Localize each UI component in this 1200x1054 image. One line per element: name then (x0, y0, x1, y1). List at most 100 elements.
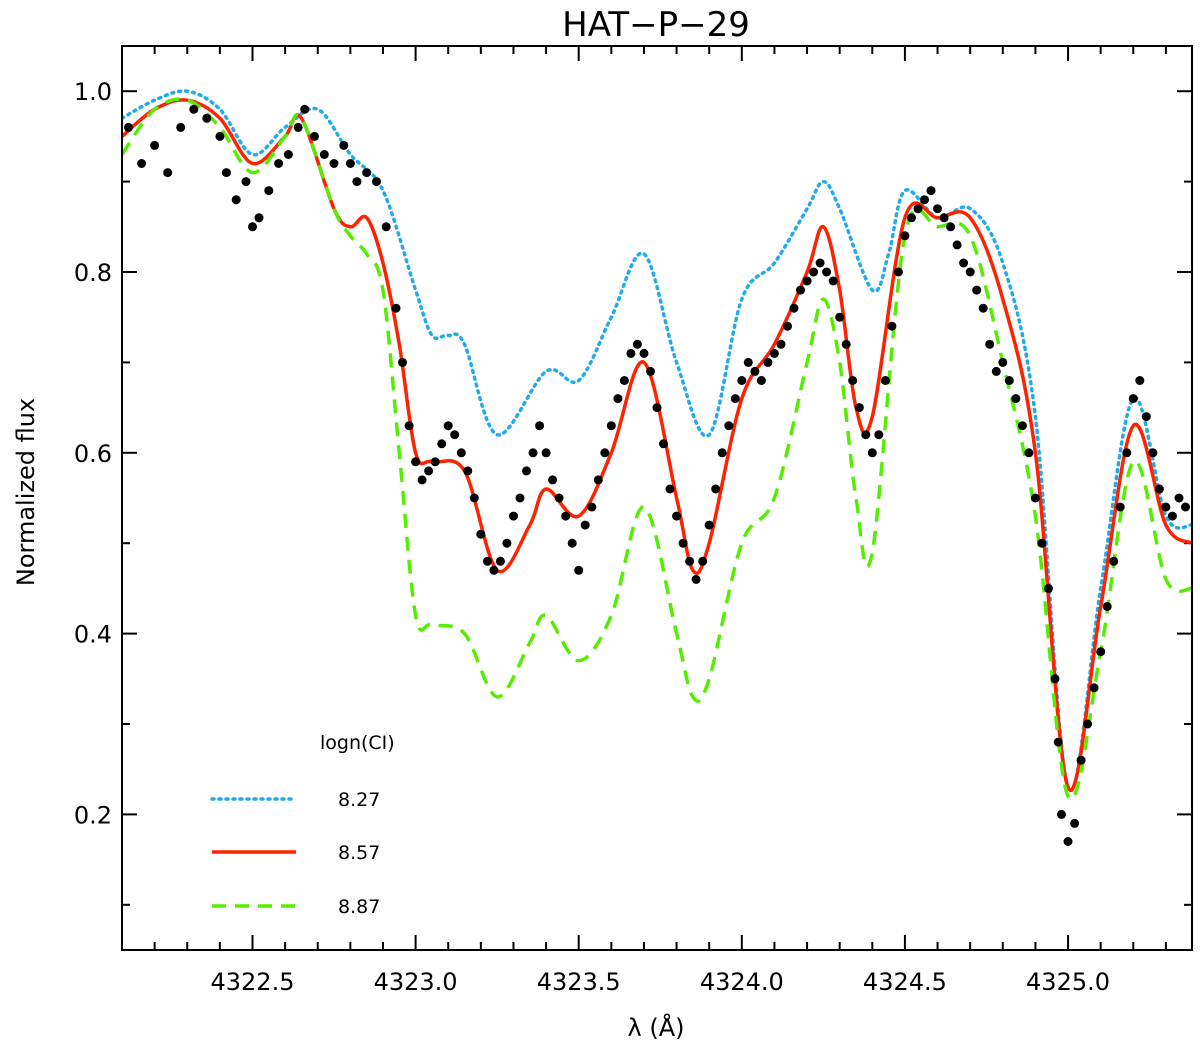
data-point (867, 448, 877, 458)
data-point (254, 213, 264, 223)
data-point (541, 448, 551, 458)
data-point (978, 303, 988, 313)
data-point (554, 493, 564, 503)
data-point (756, 376, 766, 385)
data-point (991, 366, 1001, 376)
model-line-8-27 (122, 89, 1192, 793)
data-point (600, 448, 610, 458)
data-point (672, 511, 682, 521)
model-line-8-87 (122, 97, 1192, 801)
observed-data-points (124, 104, 1190, 846)
data-point (248, 222, 257, 232)
data-point (463, 466, 473, 476)
data-point (1070, 818, 1080, 828)
data-point (469, 493, 479, 503)
data-point (789, 303, 799, 313)
data-point (189, 104, 199, 114)
data-point (352, 177, 362, 187)
data-point (241, 177, 251, 187)
data-point (574, 565, 584, 575)
data-point (1181, 502, 1190, 512)
data-point (802, 276, 812, 286)
data-point (1154, 484, 1164, 494)
data-point (1148, 448, 1158, 458)
data-point (1083, 719, 1093, 729)
data-point (613, 394, 623, 404)
data-point (522, 466, 531, 476)
data-point (450, 430, 460, 440)
data-point (283, 150, 293, 159)
data-point (1141, 412, 1151, 422)
data-point (561, 511, 571, 521)
x-axis-label: λ (Å) (628, 1013, 685, 1042)
data-point (659, 439, 668, 449)
data-point (763, 357, 773, 367)
data-point (796, 285, 805, 295)
data-point (476, 529, 486, 539)
data-point (150, 140, 160, 150)
data-point (874, 430, 884, 440)
data-point (215, 131, 225, 141)
data-point (329, 159, 339, 168)
data-point (264, 186, 274, 196)
data-point (1063, 837, 1073, 846)
data-point (137, 159, 147, 168)
data-point (1053, 737, 1063, 747)
data-point (815, 258, 825, 268)
data-point (835, 312, 845, 322)
data-point (495, 556, 505, 566)
data-point (678, 538, 688, 548)
data-point (1115, 502, 1125, 512)
legend-title: logn(CI) (320, 732, 395, 754)
data-point (1128, 394, 1138, 404)
data-point (1037, 538, 1047, 548)
data-point (411, 457, 421, 467)
data-point (730, 394, 740, 404)
data-point (828, 276, 838, 286)
data-point (1057, 809, 1066, 819)
data-point (1096, 647, 1106, 657)
data-point (1011, 394, 1021, 404)
y-tick-label: 1.0 (74, 78, 112, 106)
data-point (1024, 448, 1034, 458)
data-point (711, 484, 721, 494)
data-point (952, 240, 962, 250)
data-point (887, 321, 897, 331)
data-point (580, 520, 590, 530)
data-point (913, 204, 923, 214)
data-point (717, 448, 727, 458)
data-point (632, 339, 642, 349)
data-point (783, 321, 792, 331)
data-point (1017, 421, 1027, 431)
data-point (345, 159, 355, 168)
data-point (176, 122, 186, 132)
legend-label-8-57: 8.57 (338, 842, 380, 864)
data-point (743, 357, 753, 367)
data-point (848, 376, 858, 385)
x-tick-labels: 4322.5 4323.0 4323.5 4324.0 4324.5 4325.0 (210, 968, 1110, 996)
data-point (1109, 556, 1119, 566)
data-point (417, 475, 427, 485)
data-point (1030, 493, 1040, 503)
data-point (809, 267, 819, 277)
chart-title: HAT−P−29 (562, 5, 750, 45)
x-tick-label: 4325.0 (1026, 968, 1110, 996)
legend: logn(CI) 8.27 8.57 8.87 (210, 732, 395, 918)
plot-frame (121, 45, 1193, 951)
data-point (381, 222, 391, 232)
data-point (1089, 683, 1099, 693)
x-tick-label: 4324.0 (700, 968, 784, 996)
data-point (926, 186, 936, 196)
data-point (339, 140, 349, 150)
data-point (437, 439, 447, 449)
data-point (124, 122, 133, 132)
data-point (1135, 376, 1145, 385)
data-point (724, 421, 734, 431)
x-tick-label: 4324.5 (863, 968, 947, 996)
series-layer (122, 89, 1192, 846)
data-point (535, 421, 545, 431)
data-point (822, 267, 832, 277)
data-point (528, 448, 538, 458)
data-point (502, 538, 512, 548)
data-point (567, 538, 577, 548)
